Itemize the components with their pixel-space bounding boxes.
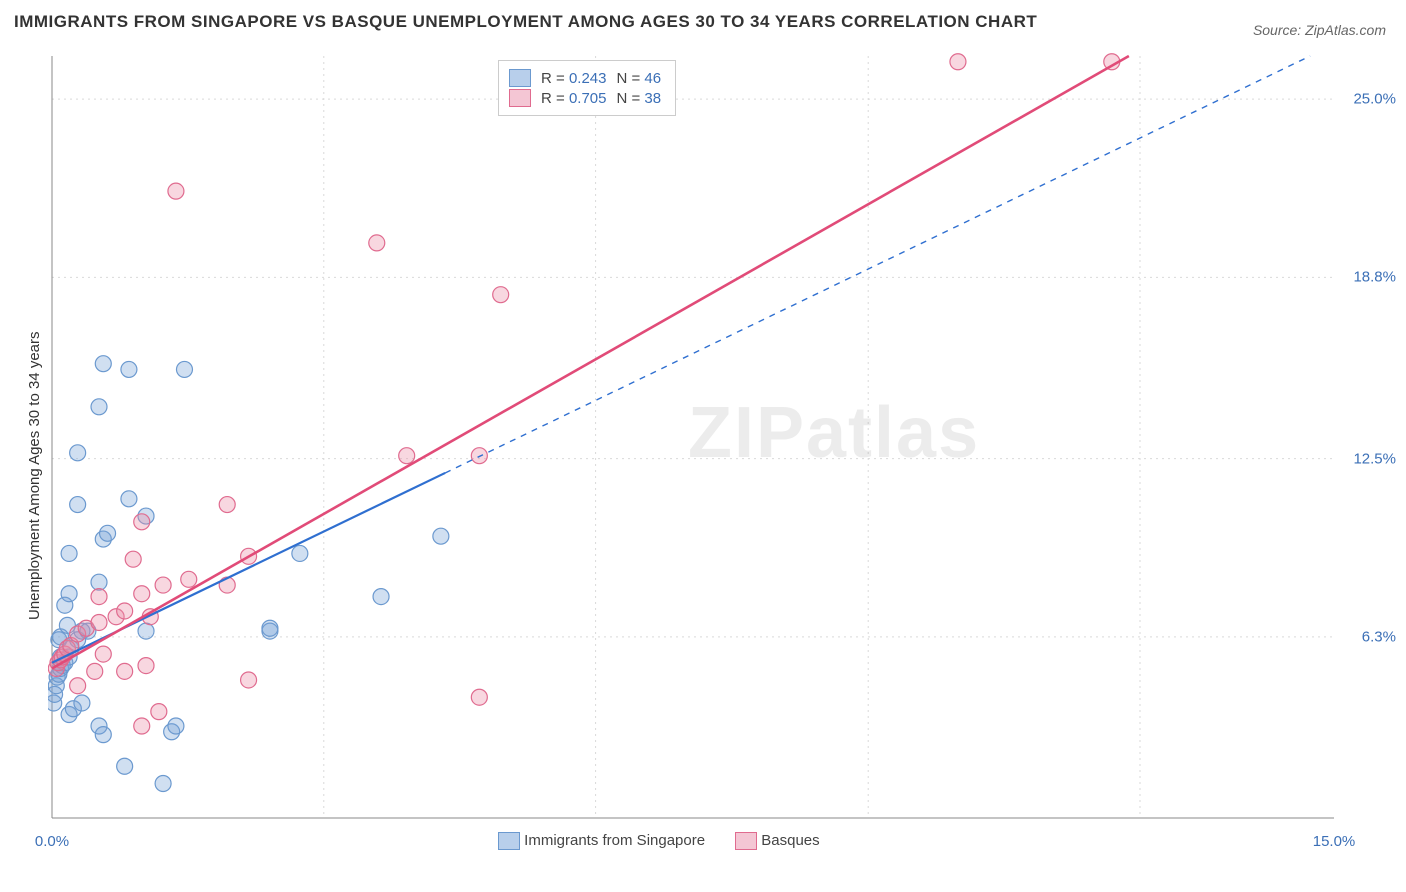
x-tick-label: 0.0%	[35, 833, 69, 850]
legend-swatch-icon	[735, 832, 757, 850]
legend-row: R = 0.705 N = 38	[509, 89, 661, 107]
y-tick-label: 18.8%	[1353, 269, 1396, 286]
legend-item-label: Basques	[761, 832, 819, 849]
source-attribution: Source: ZipAtlas.com	[1253, 22, 1386, 38]
y-axis-label: Unemployment Among Ages 30 to 34 years	[26, 331, 43, 620]
chart-title: IMMIGRANTS FROM SINGAPORE VS BASQUE UNEM…	[14, 12, 1037, 32]
x-tick-label: 15.0%	[1313, 833, 1356, 850]
n-label: N = 46	[616, 70, 661, 87]
legend-swatch-icon	[509, 69, 531, 87]
legend-item: Basques	[735, 832, 820, 850]
chart-plot-area: ZIPatlas R = 0.243N = 46R = 0.705N = 38 …	[48, 52, 1338, 822]
r-label: R = 0.243	[541, 70, 606, 87]
legend-swatch-icon	[509, 89, 531, 107]
source-link[interactable]: ZipAtlas.com	[1305, 22, 1386, 38]
correlation-legend: R = 0.243 N = 46 R = 0.705 N = 38	[498, 60, 676, 116]
y-tick-label: 25.0%	[1353, 91, 1396, 108]
y-tick-label: 6.3%	[1362, 628, 1396, 645]
chart-svg	[48, 52, 1338, 822]
source-prefix: Source:	[1253, 22, 1305, 38]
legend-item-label: Immigrants from Singapore	[524, 832, 705, 849]
y-tick-label: 12.5%	[1353, 450, 1396, 467]
legend-item: Immigrants from Singapore	[498, 832, 705, 850]
legend-swatch-icon	[498, 832, 520, 850]
legend-row: R = 0.243 N = 46	[509, 69, 661, 87]
series-legend: Immigrants from Singapore Basques	[498, 832, 820, 850]
n-label: N = 38	[616, 90, 661, 107]
r-label: R = 0.705	[541, 90, 606, 107]
